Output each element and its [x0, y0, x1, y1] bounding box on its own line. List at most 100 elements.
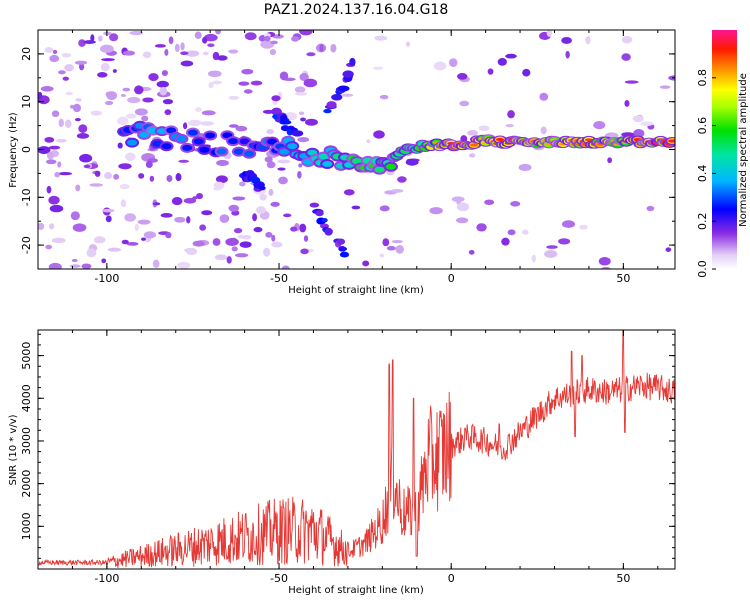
spectrogram-speckle: [171, 197, 183, 206]
spectrogram-ridge-blob: [161, 143, 172, 150]
spectrogram-speckle: [180, 42, 185, 51]
spectrogram-speckle: [303, 78, 318, 88]
spectrogram-speckle: [259, 193, 267, 201]
spectrogram-speckle: [271, 241, 283, 248]
spectrogram-marks: [38, 30, 675, 269]
spectrogram-speckle: [195, 107, 202, 112]
snr-marks: [38, 330, 675, 568]
x-tick-label: 0: [448, 272, 455, 285]
spectrogram-speckle: [391, 239, 403, 244]
spectrogram-speckle: [74, 117, 81, 122]
spectrogram-speckle: [168, 36, 174, 45]
spectrogram-speckle: [186, 216, 191, 224]
spectrogram-speckle: [299, 223, 307, 233]
snr-y-ticks: 1000 2000 3000 4000 5000: [20, 333, 675, 559]
spectrogram-branch-blob: [309, 202, 320, 208]
spectrogram-speckle: [46, 185, 52, 194]
spectrogram-speckle: [487, 68, 494, 75]
spectrogram-speckle: [228, 49, 239, 54]
spectrogram-branch-blob: [337, 85, 350, 92]
spectrogram-speckle: [478, 125, 490, 131]
spectrogram-speckle: [101, 258, 107, 264]
spectrogram-speckle: [134, 85, 144, 95]
spectrogram-ridge-blob: [166, 127, 177, 134]
spectrogram-speckle: [319, 44, 324, 52]
spectrogram-speckle: [299, 72, 309, 82]
spectrogram-speckle: [343, 189, 355, 196]
spectrogram-speckle: [38, 91, 43, 100]
spectrogram-speckle: [266, 129, 275, 135]
spectrogram-speckle: [539, 92, 549, 101]
spectrogram-speckle: [484, 199, 495, 205]
spectrogram-speckle: [232, 196, 246, 201]
y-tick-label: 0: [20, 146, 33, 153]
spectrogram-speckle: [124, 213, 136, 222]
spectrogram-speckle: [156, 80, 169, 88]
spectrogram-ridge-core: [495, 138, 504, 142]
spectrogram-speckle: [459, 100, 470, 107]
y-tick-label: 1000: [20, 512, 33, 540]
spectrogram-branch-blob: [339, 251, 350, 258]
spectrogram-speckle: [239, 181, 246, 187]
spectrogram-speckle: [121, 239, 129, 245]
x-tick-label: 0: [448, 572, 455, 585]
spectrogram-speckle: [48, 262, 62, 269]
spectrogram-frame: [37, 29, 676, 270]
spectrogram-speckle: [271, 95, 281, 102]
spectrogram-branch-blob: [326, 101, 337, 109]
spectrogram-speckle: [226, 256, 232, 264]
spectrogram-speckle: [607, 157, 613, 164]
y-tick-label: 2000: [20, 470, 33, 498]
spectrogram-speckle: [300, 248, 309, 255]
spectrogram-speckle: [213, 187, 221, 191]
spectrogram-speckle: [38, 222, 45, 231]
spectrogram-speckle: [104, 100, 114, 106]
spectrogram-speckle: [501, 237, 510, 246]
spectrogram-speckle: [234, 253, 249, 258]
spectrogram-speckle: [632, 115, 644, 123]
spectrogram-speckle: [54, 172, 60, 178]
spectrogram-speckle: [44, 136, 55, 143]
spectrogram-speckle: [94, 170, 101, 177]
spectrogram-speckle: [277, 159, 291, 164]
spectrogram-speckle: [48, 195, 60, 205]
spectrogram-speckle: [152, 202, 161, 206]
snr-frame: [37, 329, 676, 570]
spectrogram-speckle: [194, 31, 202, 39]
spectrogram-speckle: [546, 245, 558, 249]
spectrogram-speckle: [241, 68, 254, 75]
spectrogram-speckle: [160, 213, 173, 218]
spectrogram-branch-blob: [321, 218, 328, 223]
spectrogram-speckle: [219, 214, 230, 223]
spectrogram-speckle: [74, 60, 88, 65]
spectrogram-speckle: [238, 81, 250, 86]
spectrogram-speckle: [341, 93, 354, 97]
spectrogram-speckle: [271, 234, 276, 242]
snr-y-axis-label: SNR (10 * v/v): [8, 414, 19, 485]
spectrogram-speckle: [373, 130, 385, 139]
spectrogram-speckle: [183, 197, 197, 204]
spectrogram-speckle: [71, 258, 78, 263]
spectrogram-y-axis-label: Frequency (Hz): [8, 112, 19, 188]
spectrogram-ridge-blob: [205, 132, 216, 139]
spectrogram-speckle: [646, 205, 655, 212]
spectrogram-speckle: [294, 86, 306, 93]
spectrogram-speckle: [208, 82, 214, 89]
figure-title: PAZ1.2024.137.16.04.G18: [264, 2, 449, 18]
spectrogram-speckle: [207, 70, 222, 78]
spectrogram-speckle: [546, 30, 553, 37]
x-tick-label: 50: [616, 272, 630, 285]
spectrogram-speckle: [101, 58, 115, 62]
spectrogram-speckle: [83, 40, 96, 44]
spectrogram-speckle: [134, 108, 148, 116]
spectrogram-speckle: [272, 34, 284, 39]
spectrogram-speckle: [216, 55, 228, 61]
spectrogram-speckle: [585, 35, 591, 45]
spectrogram-speckle: [544, 250, 558, 258]
spectrogram-speckle: [120, 199, 127, 208]
spectrogram-speckle: [379, 94, 389, 100]
spectrogram-speckle: [162, 98, 174, 105]
spectrogram-speckle: [225, 238, 239, 246]
spectrogram-speckle: [180, 51, 189, 56]
